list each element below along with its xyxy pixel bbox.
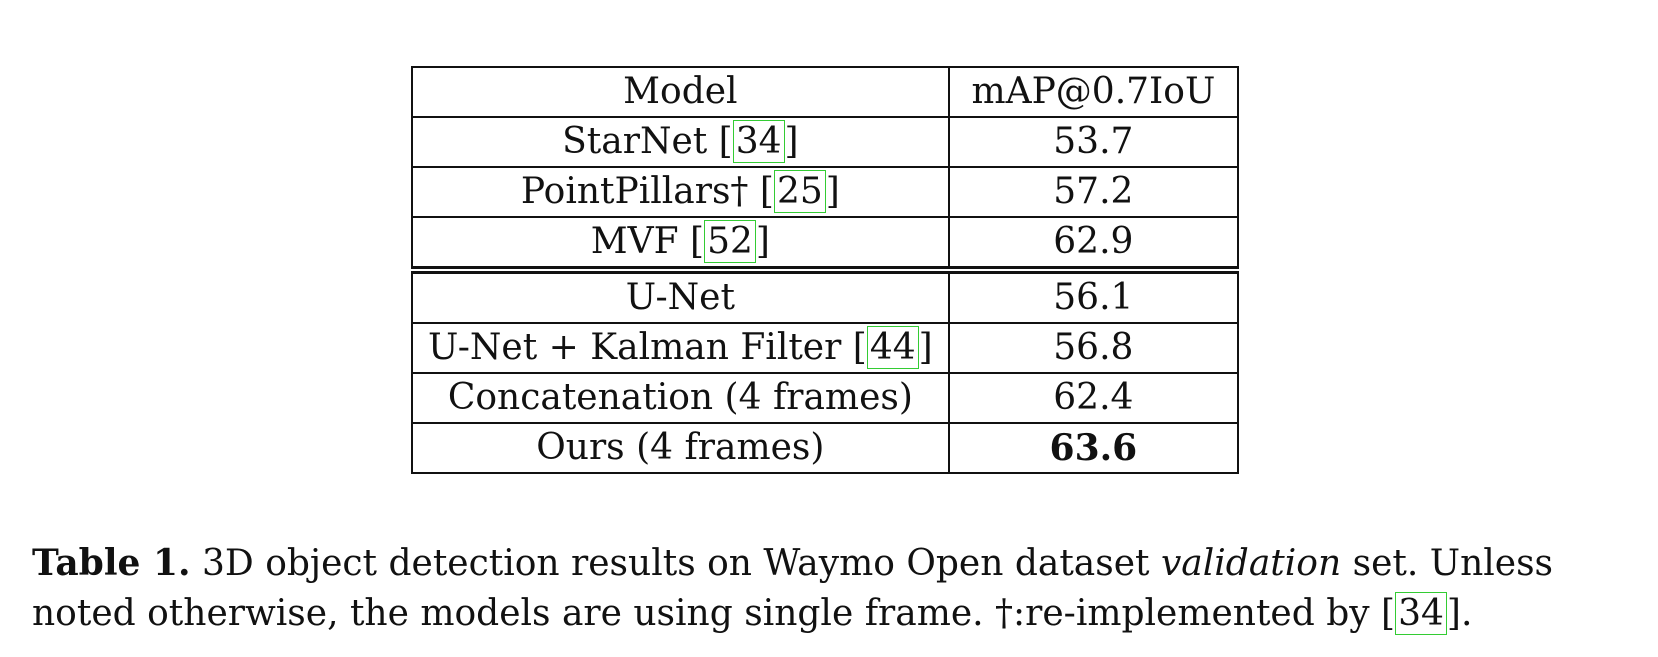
- table-row: StarNet [34] 53.7: [411, 116, 1240, 168]
- caption-emphasis: validation: [1160, 543, 1342, 584]
- citation-link[interactable]: 44: [866, 326, 919, 369]
- column-header-model: Model: [411, 66, 950, 118]
- table-row: MVF [52] 62.9: [411, 216, 1240, 271]
- model-cell: U-Net: [411, 266, 950, 324]
- map-value: 56.1: [947, 266, 1240, 324]
- model-cell: Concatenation (4 frames): [411, 372, 950, 424]
- table-row: Concatenation (4 frames) 62.4: [411, 372, 1240, 424]
- results-table: Model mAP@0.7IoU StarNet [34] 53.7 Point…: [411, 66, 1240, 474]
- model-cell: U-Net + Kalman Filter [44]: [411, 322, 950, 374]
- model-cell: StarNet [34]: [411, 116, 950, 168]
- table-row: Ours (4 frames) 63.6: [411, 422, 1240, 474]
- model-cell: PointPillars† [25]: [411, 166, 950, 218]
- table-row: U-Net + Kalman Filter [44] 56.8: [411, 322, 1240, 374]
- citation-link[interactable]: 25: [773, 170, 826, 213]
- model-name: Concatenation (4 frames): [447, 377, 913, 418]
- map-value: 53.7: [947, 116, 1240, 168]
- map-value-best: 63.6: [947, 422, 1240, 474]
- model-name: Ours (4 frames): [536, 427, 825, 468]
- citation-link[interactable]: 34: [1395, 592, 1447, 635]
- model-name: StarNet: [562, 121, 708, 162]
- model-name: PointPillars†: [520, 171, 760, 212]
- model-name: U-Net: [625, 277, 735, 318]
- caption-text: 3D object detection results on Waymo Ope…: [202, 543, 1150, 584]
- map-value: 57.2: [947, 166, 1240, 218]
- table-caption: Table 1. 3D object detection results on …: [32, 542, 1554, 635]
- caption-end: .: [1460, 593, 1473, 634]
- citation-link[interactable]: 34: [732, 120, 785, 163]
- citation-link[interactable]: 52: [704, 220, 756, 263]
- table-row: PointPillars† [25] 57.2: [411, 166, 1240, 218]
- model-name: U-Net + Kalman Filter: [428, 327, 842, 368]
- table-header-row: Model mAP@0.7IoU: [411, 66, 1240, 118]
- caption-text: set. Unless noted otherwise, the models …: [32, 543, 1554, 634]
- caption-label: Table 1.: [32, 542, 191, 584]
- map-value: 56.8: [947, 322, 1240, 374]
- column-header-map: mAP@0.7IoU: [947, 66, 1240, 118]
- model-cell: Ours (4 frames): [411, 422, 950, 474]
- map-value: 62.4: [947, 372, 1240, 424]
- table-row: U-Net 56.1: [411, 266, 1240, 324]
- map-value: 62.9: [947, 216, 1240, 271]
- model-cell: MVF [52]: [411, 216, 950, 271]
- model-name: MVF: [590, 221, 679, 262]
